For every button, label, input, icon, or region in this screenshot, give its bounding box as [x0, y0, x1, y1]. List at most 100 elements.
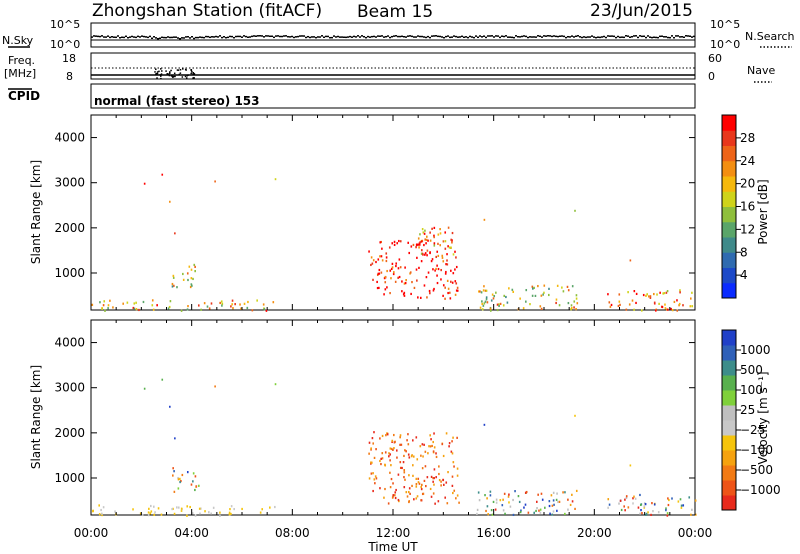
- echo-cell: [391, 242, 394, 245]
- nsky-point: [489, 35, 491, 37]
- power-axes: 1000 2000 3000 4000: [54, 115, 696, 310]
- nsky-point: [453, 35, 455, 37]
- echo-cell: [571, 285, 574, 288]
- x-tick-label: 08:00: [275, 526, 310, 540]
- nsky-trace: [91, 35, 695, 41]
- echo-cell: [132, 306, 135, 310]
- freq-point: [160, 73, 163, 75]
- nsky-point: [403, 35, 405, 38]
- echo-cell: [509, 505, 512, 508]
- nsky-point: [413, 36, 415, 38]
- echo-cell: [435, 455, 438, 459]
- echo-cell: [391, 439, 394, 442]
- echo-cell: [643, 505, 646, 508]
- echo-cell: [404, 449, 406, 452]
- echo-cell: [454, 280, 457, 283]
- echo-cell: [676, 299, 678, 302]
- echo-cell: [384, 288, 387, 291]
- nsky-point: [679, 36, 681, 38]
- echo-cell: [557, 500, 559, 504]
- echo-cell: [425, 484, 427, 488]
- echo-cell: [551, 504, 554, 507]
- echo-cell: [426, 249, 429, 252]
- echo-cell: [424, 252, 427, 255]
- echo-cell: [419, 296, 422, 299]
- echo-cell: [383, 293, 385, 296]
- echo-cell: [442, 284, 445, 287]
- echo-cell: [173, 284, 175, 287]
- echo-cell: [446, 279, 449, 282]
- colorbar-swatch: [722, 375, 736, 391]
- echo-cell: [445, 263, 447, 266]
- echo-cell: [448, 445, 450, 448]
- echo-cell: [395, 488, 397, 492]
- echo-cell: [432, 450, 435, 453]
- freq-point: [192, 77, 194, 79]
- echo-cell: [200, 308, 202, 311]
- echo-cell: [378, 272, 381, 275]
- echo-cell: [415, 268, 418, 271]
- freq-point: [158, 70, 160, 73]
- echo-cell: [514, 490, 516, 493]
- echo-cell: [491, 513, 494, 516]
- echo-cell: [433, 476, 435, 480]
- echo-cell: [424, 450, 427, 453]
- nsky-point: [253, 35, 255, 37]
- echo-cell: [653, 301, 656, 304]
- freq-point: [171, 75, 173, 78]
- echo-cell: [399, 466, 402, 469]
- nsky-point: [143, 35, 145, 38]
- echo-cell: [143, 387, 146, 390]
- echo-cell: [556, 284, 559, 287]
- echo-cell: [405, 279, 407, 282]
- echo-cell: [380, 457, 382, 460]
- echo-cell: [187, 278, 189, 282]
- echo-cell: [575, 308, 577, 311]
- echo-cell: [423, 443, 425, 446]
- nsky-point: [597, 36, 599, 38]
- echo-cell: [186, 505, 189, 508]
- nsky-point: [181, 37, 183, 39]
- nsky-point: [505, 35, 507, 37]
- nsearch-label: N.Search: [745, 30, 795, 43]
- freq-point: [160, 75, 162, 77]
- echo-cell: [653, 503, 656, 506]
- echo-cell: [505, 295, 507, 299]
- echo-cell: [385, 259, 388, 263]
- echo-cell: [379, 255, 381, 258]
- echo-cell: [421, 467, 424, 470]
- echo-cell: [682, 304, 684, 307]
- echo-cell: [425, 276, 428, 279]
- echo-cell: [444, 240, 447, 243]
- echo-cell: [375, 477, 378, 480]
- echo-cell: [375, 448, 377, 451]
- echo-cell: [179, 480, 181, 484]
- echo-cell: [659, 291, 661, 294]
- nsky-point: [211, 36, 213, 38]
- echo-cell: [391, 266, 394, 269]
- echo-cell: [433, 234, 435, 237]
- echo-cell: [433, 432, 435, 435]
- echo-cell: [422, 455, 424, 458]
- echo-cell: [206, 305, 209, 308]
- echo-cell: [485, 289, 488, 292]
- echo-cell: [387, 502, 390, 505]
- echo-cell: [103, 300, 106, 303]
- nsky-point: [321, 35, 323, 37]
- echo-cell: [531, 285, 534, 288]
- echo-cell: [401, 466, 403, 470]
- echo-cell: [425, 242, 427, 245]
- echo-cell: [555, 298, 558, 301]
- freq-panel-frame: [90, 52, 696, 80]
- echo-cell: [450, 238, 453, 241]
- echo-cell: [182, 272, 184, 276]
- nsky-point: [429, 36, 431, 39]
- nsky-point: [667, 36, 669, 39]
- nsky-point: [121, 36, 123, 39]
- echo-cell: [394, 496, 397, 500]
- echo-cell: [409, 492, 411, 495]
- echo-cell: [571, 493, 573, 496]
- nsky-point: [553, 35, 555, 37]
- echo-cell: [232, 307, 234, 310]
- nsky-point: [469, 35, 471, 38]
